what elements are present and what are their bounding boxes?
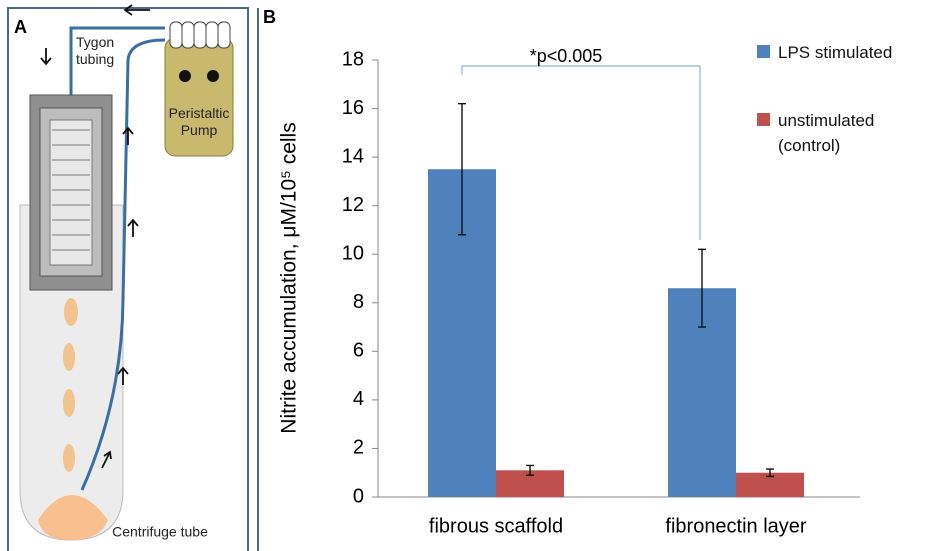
y-tick-label: 4 [353, 388, 364, 410]
filter [50, 120, 92, 265]
y-tick-label: 16 [342, 97, 364, 119]
y-tick-label: 2 [353, 437, 364, 459]
y-tick-label: 18 [342, 48, 364, 70]
y-tick-label: 8 [353, 291, 364, 313]
legend-label: LPS stimulated [778, 40, 918, 65]
significance-bracket [462, 66, 700, 240]
tube-label: Centrifuge tube [112, 524, 208, 540]
pump-dot [179, 70, 191, 82]
figure: A Centrifuge tube B Nitrite accumulation… [0, 0, 938, 551]
annotation: *p<0.005 [530, 46, 603, 66]
x-tick-label: fibronectin layer [665, 515, 807, 537]
panel-label: B [263, 7, 276, 27]
legend-swatch [757, 45, 770, 58]
y-tick-label: 10 [342, 243, 364, 265]
pump-dot [207, 70, 219, 82]
y-tick-label: 14 [342, 145, 364, 167]
pump-rollers [170, 22, 230, 48]
pump-label: Peristaltic Pump [167, 105, 231, 139]
y-tick-label: 12 [342, 194, 364, 216]
legend-swatch [757, 113, 770, 126]
chart: A Centrifuge tube B Nitrite accumulation… [0, 0, 938, 551]
x-tick-label: fibrous scaffold [429, 515, 563, 537]
panel-label: A [14, 17, 27, 37]
y-axis-label: Nitrite accumulation, μM/10⁵ cells [278, 122, 301, 433]
y-tick-label: 6 [353, 340, 364, 362]
y-tick-label: 0 [353, 485, 364, 507]
legend-label: unstimulated (control) [778, 108, 918, 158]
tubing-label: Tygon tubing [76, 34, 136, 68]
